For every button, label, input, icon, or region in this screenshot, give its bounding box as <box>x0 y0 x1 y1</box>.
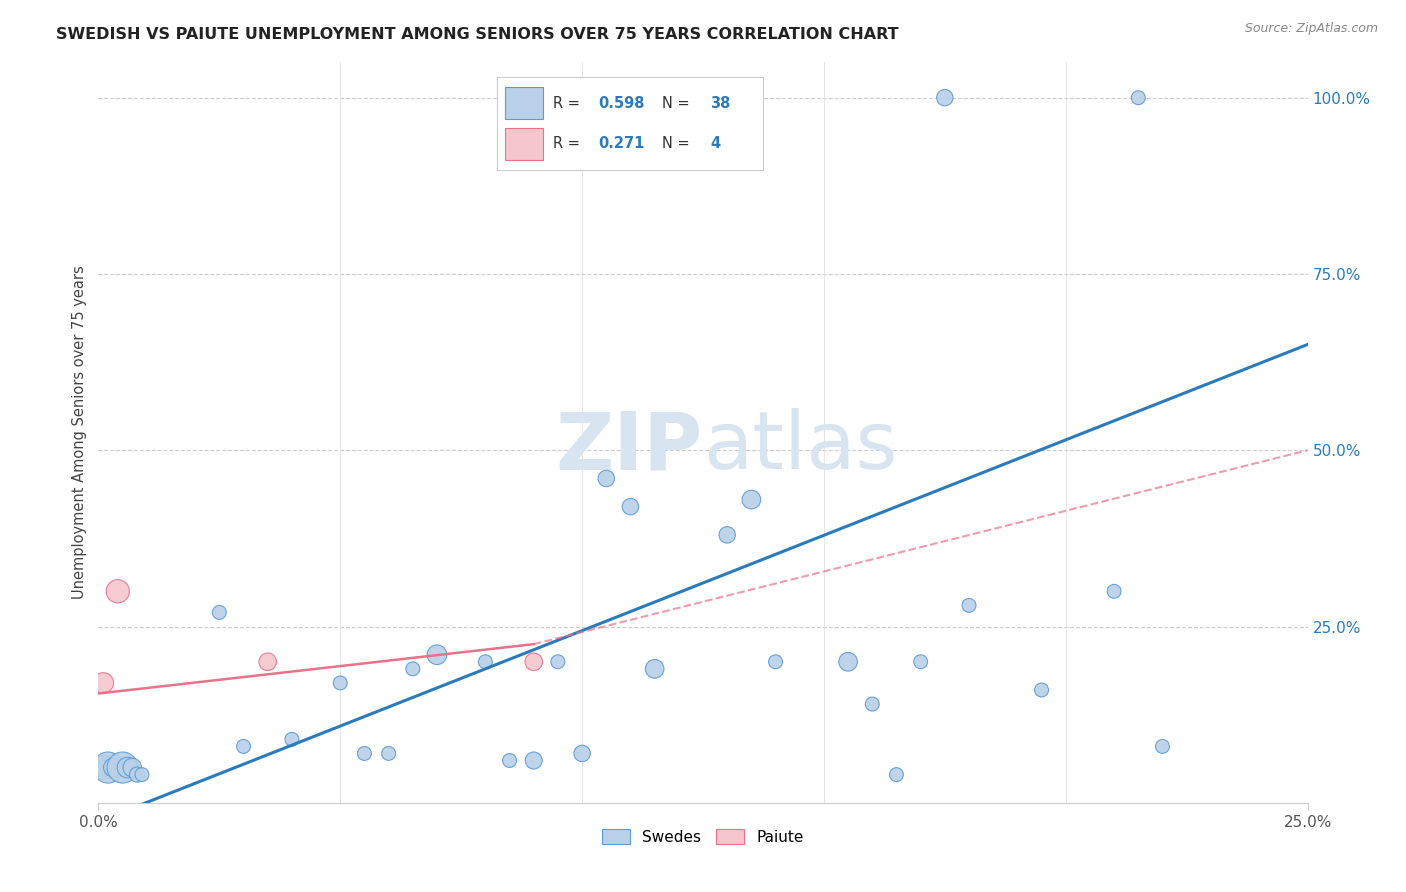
Point <box>281 732 304 747</box>
Text: atlas: atlas <box>703 409 897 486</box>
Point <box>1031 683 1053 698</box>
Point <box>1152 739 1174 754</box>
Point <box>668 91 690 105</box>
Point <box>256 655 278 669</box>
Point <box>765 655 787 669</box>
Point <box>117 760 139 774</box>
Point <box>740 492 762 507</box>
Point <box>886 767 908 781</box>
Point <box>426 648 449 662</box>
Point <box>91 760 114 774</box>
Point <box>474 655 496 669</box>
Point <box>377 747 399 761</box>
Point <box>644 662 666 676</box>
Point <box>910 655 932 669</box>
Point <box>595 471 617 485</box>
Point <box>523 754 546 768</box>
Point <box>107 584 129 599</box>
Point <box>131 767 153 781</box>
Point <box>101 760 124 774</box>
Point <box>860 697 883 711</box>
Point <box>97 760 120 774</box>
Point <box>837 655 859 669</box>
Legend: Swedes, Paiute: Swedes, Paiute <box>596 823 810 851</box>
Text: SWEDISH VS PAIUTE UNEMPLOYMENT AMONG SENIORS OVER 75 YEARS CORRELATION CHART: SWEDISH VS PAIUTE UNEMPLOYMENT AMONG SEN… <box>56 27 898 42</box>
Point <box>1128 91 1150 105</box>
Text: ZIP: ZIP <box>555 409 703 486</box>
Point <box>121 760 143 774</box>
Point <box>571 747 593 761</box>
Point <box>957 599 980 613</box>
Point <box>619 500 641 514</box>
Point <box>523 655 546 669</box>
Point <box>1102 584 1125 599</box>
Point <box>329 676 352 690</box>
Y-axis label: Unemployment Among Seniors over 75 years: Unemployment Among Seniors over 75 years <box>72 266 87 599</box>
Point <box>353 747 375 761</box>
Point <box>498 754 520 768</box>
Point <box>232 739 254 754</box>
Point <box>111 760 134 774</box>
Point <box>547 655 569 669</box>
Point <box>127 767 149 781</box>
Point <box>208 606 231 620</box>
Point <box>91 676 114 690</box>
Text: Source: ZipAtlas.com: Source: ZipAtlas.com <box>1244 22 1378 36</box>
Point <box>716 528 738 542</box>
Point <box>934 91 956 105</box>
Point <box>402 662 425 676</box>
